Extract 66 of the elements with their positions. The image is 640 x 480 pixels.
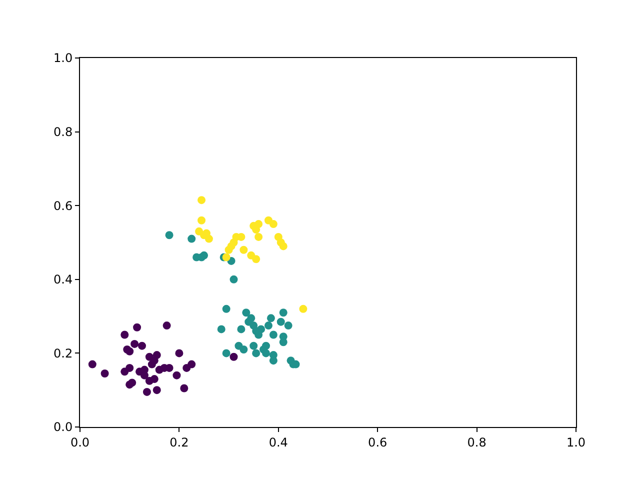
point: [188, 360, 196, 368]
point: [299, 304, 308, 313]
point: [172, 371, 181, 380]
point: [142, 388, 151, 396]
point: [180, 384, 188, 392]
point: [222, 349, 230, 358]
point: [152, 351, 161, 360]
point: [276, 318, 285, 326]
point: [237, 325, 246, 334]
y-tick-label: 0.8: [54, 125, 73, 139]
x-tick-label: 0.2: [170, 435, 189, 450]
point: [88, 360, 96, 368]
point: [120, 330, 129, 339]
point: [150, 375, 158, 384]
point: [250, 342, 258, 350]
point: [128, 378, 136, 387]
point: [279, 242, 288, 250]
point: [126, 347, 134, 356]
point: [204, 234, 213, 243]
point: [217, 325, 226, 334]
point: [188, 234, 196, 243]
point: [133, 323, 142, 332]
point: [100, 370, 109, 378]
y-tick-label: 0.0: [54, 420, 73, 434]
point: [284, 322, 292, 330]
point: [264, 322, 272, 330]
point: [252, 255, 260, 264]
point: [198, 196, 206, 204]
point: [165, 231, 174, 240]
point: [254, 220, 263, 228]
point: [269, 220, 278, 228]
point: [254, 232, 263, 241]
point: [242, 308, 250, 317]
x-tick-label: 0.0: [70, 435, 90, 450]
point: [247, 314, 256, 322]
y-tick-label: 0.6: [54, 198, 73, 213]
point: [266, 314, 275, 322]
point: [230, 352, 238, 361]
x-tick-label: 0.6: [368, 435, 388, 450]
point: [269, 356, 278, 365]
x-tick-label: 0.4: [268, 435, 288, 450]
point: [240, 346, 248, 354]
y-tick-label: 0.2: [54, 346, 73, 360]
point: [130, 340, 139, 348]
point: [230, 275, 238, 284]
x-tick-label: 1.0: [566, 435, 586, 450]
point: [152, 386, 161, 394]
point: [262, 342, 270, 350]
point: [279, 338, 288, 346]
point: [279, 308, 288, 317]
point: [222, 304, 230, 313]
y-tick-label: 0.4: [54, 272, 73, 287]
point: [252, 349, 260, 358]
point: [138, 342, 146, 350]
y-tick-label: 1.0: [54, 51, 73, 66]
point: [262, 349, 270, 358]
point: [200, 251, 208, 260]
x-tick-label: 0.8: [467, 435, 486, 450]
point: [257, 325, 266, 334]
point: [222, 253, 230, 262]
point: [162, 322, 171, 330]
point: [126, 364, 134, 372]
point: [198, 216, 206, 224]
point: [175, 349, 184, 358]
point: [269, 330, 278, 339]
point: [240, 246, 248, 254]
